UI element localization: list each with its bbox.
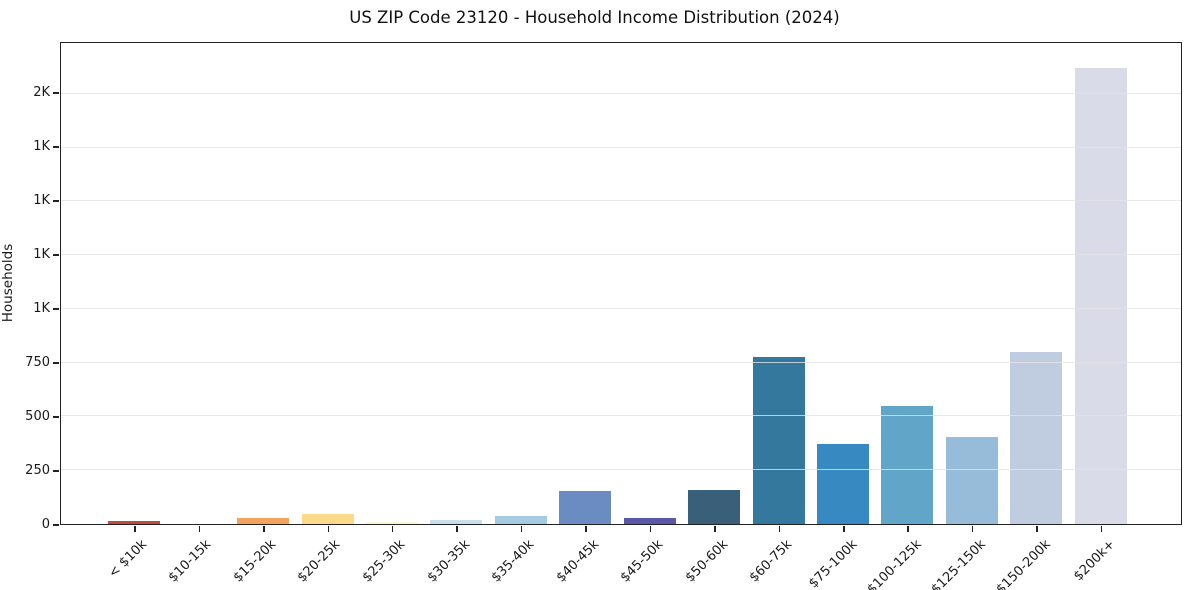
- y-tick-mark: [53, 470, 59, 472]
- x-tick-label: $20-25k: [295, 537, 344, 586]
- bar-slot: [746, 43, 810, 532]
- x-tick-mark: [263, 526, 265, 532]
- x-tick-label: $10-15k: [165, 537, 215, 586]
- x-label-slot: $60-75k: [747, 529, 812, 587]
- bar-slot: [166, 43, 230, 532]
- x-tick-mark: [520, 526, 523, 532]
- bar-slot: [231, 43, 295, 532]
- y-tick-label: 2K: [33, 84, 50, 100]
- x-label-slot: $75-100k: [806, 529, 876, 590]
- bar-60-75k: [752, 357, 805, 524]
- x-tick-label: $45-50k: [617, 537, 667, 586]
- plot-area: [60, 42, 1182, 532]
- x-tick-label: $200k+: [1071, 537, 1119, 585]
- x-label-slot: $30-35k: [424, 529, 489, 587]
- x-tick-mark: [456, 526, 458, 532]
- x-tick-label: $75-100k: [805, 537, 861, 590]
- bar-slot: [489, 43, 553, 532]
- x-tick-mark: [971, 526, 974, 532]
- x-label-slot: $45-50k: [618, 529, 683, 587]
- x-label-slot: $100-125k: [864, 529, 941, 590]
- x-tick-mark: [134, 526, 136, 532]
- y-tick-mark: [53, 92, 59, 94]
- x-label-slot: $150-200k: [994, 529, 1070, 590]
- x-tick-mark: [714, 526, 716, 532]
- bar-75-100k: [817, 443, 870, 524]
- x-tick-label: $35-40k: [488, 537, 538, 586]
- x-label-slot: $125-150k: [929, 529, 1005, 590]
- x-tick-mark: [198, 526, 201, 532]
- x-label-slot: $50-60k: [682, 529, 747, 587]
- bar-40-45k: [559, 490, 612, 524]
- bar-10k: [108, 520, 161, 524]
- x-label-slot: $15-20k: [230, 529, 295, 587]
- y-tick-mark: [53, 308, 59, 310]
- chart-title: US ZIP Code 23120 - Household Income Dis…: [349, 8, 840, 27]
- bar-200k: [1074, 67, 1127, 524]
- bar-slot: [360, 43, 424, 532]
- y-tick-label: 250: [25, 462, 50, 478]
- x-tick-mark: [327, 526, 330, 532]
- bar-15-20k: [237, 517, 290, 524]
- x-tick-label: $15-20k: [230, 537, 280, 586]
- bar-35-40k: [494, 515, 547, 524]
- y-tick-label: 1K: [33, 300, 50, 316]
- y-tick-label: 1K: [33, 246, 50, 262]
- x-label-slot: $10-15k: [166, 529, 231, 587]
- bar-30-35k: [430, 520, 483, 524]
- y-tick-label: 1K: [33, 138, 50, 154]
- x-tick-label: $30-35k: [424, 537, 473, 586]
- bar-slot: [295, 43, 359, 532]
- x-tick-mark: [585, 526, 587, 532]
- x-axis-labels: < $10k $10-15k $15-20k $20-25k $25-30k $30-35…: [60, 529, 1182, 590]
- y-tick-mark: [53, 254, 59, 256]
- bar-slot: [940, 43, 1004, 532]
- bar-45-50k: [623, 517, 676, 524]
- bar-100-125k: [881, 405, 934, 524]
- bar-slot: [553, 43, 617, 532]
- x-tick-label: $60-75k: [747, 537, 796, 586]
- x-tick-mark: [391, 526, 394, 532]
- x-tick-mark: [843, 526, 845, 532]
- x-label-slot: $200k+: [1069, 529, 1134, 587]
- x-label-slot: $20-25k: [295, 529, 360, 587]
- bar-slot: [682, 43, 746, 532]
- y-tick-mark: [53, 524, 59, 526]
- bar-20-25k: [301, 513, 354, 524]
- bar-slot: [811, 43, 875, 532]
- bar-slot: [1069, 43, 1133, 532]
- y-tick-mark: [53, 200, 59, 202]
- x-tick-mark: [649, 526, 652, 532]
- bar-125-150k: [945, 436, 998, 524]
- bar-slot: [875, 43, 939, 532]
- y-tick-label: 500: [25, 408, 50, 424]
- y-tick-label: 0: [41, 517, 50, 532]
- x-label-slot: $40-45k: [553, 529, 618, 587]
- x-tick-label: $25-30k: [359, 537, 409, 586]
- x-tick-mark: [1036, 526, 1038, 532]
- y-tick-mark: [53, 416, 59, 418]
- bars-row: [61, 43, 1181, 532]
- x-label-slot: $35-40k: [488, 529, 553, 587]
- bar-slot: [618, 43, 682, 532]
- x-tick-mark: [1100, 526, 1103, 532]
- bar-25-30k: [365, 522, 418, 524]
- y-tick-mark: [53, 146, 59, 148]
- x-label-slot: < $10k: [101, 529, 166, 587]
- bar-slot: [424, 43, 488, 532]
- y-tick-mark: [53, 362, 59, 364]
- x-tick-mark: [778, 526, 781, 532]
- x-tick-mark: [907, 526, 909, 532]
- y-tick-label: 750: [25, 354, 50, 370]
- bar-150-200k: [1010, 351, 1063, 524]
- y-tick-label: 1K: [33, 192, 50, 208]
- bar-slot: [102, 43, 166, 532]
- x-tick-label: < $10k: [105, 537, 150, 582]
- x-label-slot: $25-30k: [359, 529, 424, 587]
- bar-50-60k: [688, 489, 741, 524]
- bar-slot: [1004, 43, 1068, 532]
- x-tick-label: $50-60k: [682, 537, 731, 586]
- x-tick-label: $40-45k: [553, 537, 602, 586]
